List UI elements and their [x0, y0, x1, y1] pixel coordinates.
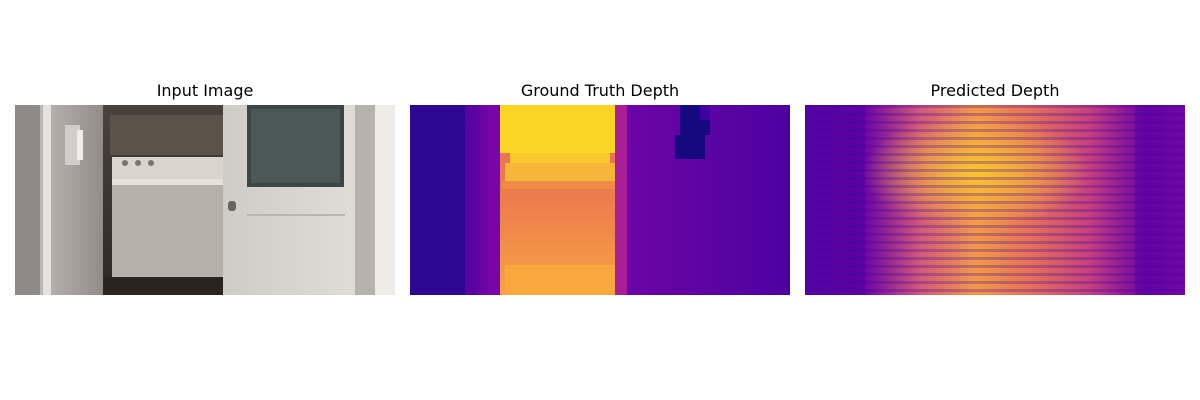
predicted-depth-map	[805, 105, 1185, 295]
predicted-depth-panel: Predicted Depth	[805, 78, 1185, 295]
predicted-depth-title: Predicted Depth	[805, 78, 1185, 104]
input-image-photo	[15, 105, 395, 295]
ground-truth-depth-map	[410, 105, 790, 295]
input-image-title: Input Image	[15, 78, 395, 104]
ground-truth-depth-title: Ground Truth Depth	[410, 78, 790, 104]
input-image-panel: Input Image	[15, 78, 395, 295]
ground-truth-depth-panel: Ground Truth Depth	[410, 78, 790, 295]
